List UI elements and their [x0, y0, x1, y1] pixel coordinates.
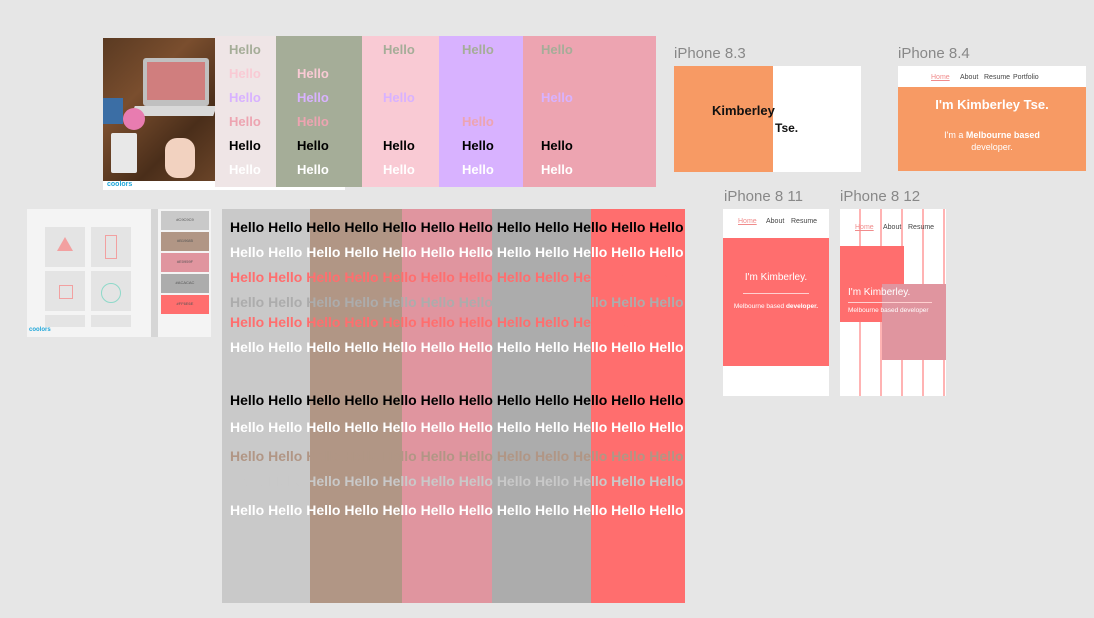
hero-subline: I'm a Melbourne based developer. — [944, 130, 1040, 152]
palette-hello-text: Hello — [462, 138, 494, 153]
swatch-taupe — [310, 209, 402, 603]
palette-row-text: Hello Hello Hello Hello Hello Hello Hell… — [230, 502, 684, 518]
nav-about[interactable]: About — [960, 74, 979, 81]
palette-row-text: Hello Hello Hello Hello Hello Hello Hell… — [230, 314, 684, 330]
palette-row-text: Hello Hello Hello Hello Hello Hello Hell… — [230, 473, 684, 489]
palette-hello-text: Hello — [462, 42, 494, 57]
name-first: Kimberley — [712, 103, 775, 118]
palette-hello-text: Hello — [541, 138, 573, 153]
swatch-1 — [215, 36, 276, 187]
swatch-4 — [439, 36, 523, 187]
palette-top: Hello Hello Hello Hello Hello Hello Hello Hello… — [215, 36, 656, 187]
export-swatch-hex: #B19685 — [176, 238, 193, 243]
export-swatch: #ACACAC — [161, 274, 209, 293]
swatch-5 — [523, 36, 656, 187]
circle-icon — [101, 283, 121, 303]
hero-headline: I'm Kimberley Tse. — [935, 97, 1049, 112]
palette-hello-text: Hello — [229, 162, 261, 177]
coolors-logo-small: coolors — [29, 327, 51, 333]
palette-hello-text: Hello — [541, 90, 573, 105]
workspace-photo — [103, 38, 215, 181]
coolors-export-preview: #C9C9C9 #B19685 #E0959F #ACACAC #FF6E6E cool… — [27, 209, 211, 337]
nav-resume-11[interactable]: Resume — [791, 218, 818, 225]
sidebar-divider — [151, 209, 158, 337]
palette-bottom: Hello Hello Hello Hello Hello Hello Hell… — [222, 209, 685, 603]
hero-sub-11: Melbourne based developer. — [733, 303, 819, 310]
swatch-gray — [222, 209, 310, 603]
frame-label-8-3: iPhone 8.3 — [674, 45, 746, 62]
export-swatch-hex: #ACACAC — [175, 280, 195, 285]
palette-row-text: Hello Hello Hello Hello Hello Hello Hell… — [230, 269, 684, 285]
nav-portfolio[interactable]: Portfolio — [1013, 74, 1039, 81]
hero-headline-12: I'm Kimberley. — [848, 287, 911, 298]
palette-hello-text: Hello — [297, 114, 329, 129]
name-last: Tse. — [775, 121, 799, 135]
hero-divider-11 — [743, 293, 809, 294]
triangle-icon — [57, 237, 73, 251]
export-swatch-hex: #C9C9C9 — [176, 217, 194, 222]
frame-label-8-11: iPhone 8 11 — [724, 188, 803, 205]
frame-label-8-12: iPhone 8 12 — [840, 188, 921, 205]
nav-resume-12[interactable]: Resume — [908, 224, 935, 231]
palette-row-text: Hello Hello Hello Hello Hello Hello Hell… — [230, 448, 684, 464]
hero-headline-11: I'm Kimberley. — [744, 272, 808, 283]
palette-hello-text: Hello — [383, 42, 415, 57]
palette-hello-text: Hello — [229, 90, 261, 105]
nav-home-12[interactable]: Home — [855, 224, 874, 231]
iphone-8-4-frame: Home About Resume Portfolio I'm Kimberle… — [898, 66, 1086, 171]
nav-about-11[interactable]: About — [766, 218, 785, 225]
palette-hello-text: Hello — [383, 162, 415, 177]
palette-hello-text: Hello — [297, 162, 329, 177]
palette-hello-text: Hello — [229, 66, 261, 81]
export-swatch-hex: #FF6E6E — [176, 301, 194, 306]
nav-84: Home About Resume Portfolio — [898, 66, 1086, 87]
palette-row-text: Hello Hello Hello Hello Hello Hello Hell… — [230, 419, 684, 435]
palette-hello-text: Hello — [541, 42, 573, 57]
iphone-8-11-frame: Home About Resume I'm Kimberley. Melbour… — [723, 209, 829, 396]
palette-hello-text: Hello — [462, 114, 494, 129]
iphone-8-12-frame: Home About Resume I'm Kimberley. Melbour… — [840, 209, 946, 396]
swatch-coral — [591, 209, 685, 603]
palette-hello-text: Hello — [297, 66, 329, 81]
palette-row-text: Hello Hello Hello Hello Hello Hello Hell… — [230, 219, 684, 235]
palette-hello-text: Hello — [229, 114, 261, 129]
palette-hello-text: Hello — [383, 90, 415, 105]
swatch-3 — [362, 36, 439, 187]
palette-hello-text: Hello — [297, 138, 329, 153]
orange-block — [674, 66, 773, 172]
palette-row-text: Hello Hello Hello Hello Hello Hello Hell… — [230, 339, 684, 355]
export-swatch-hex: #E0959F — [176, 259, 194, 264]
export-swatch: #E0959F — [161, 253, 209, 272]
palette-hello-text: Hello — [229, 138, 261, 153]
palette-row-text: Hello Hello Hello Hello Hello Hello Hell… — [230, 294, 684, 310]
hero-12-overlay — [882, 284, 946, 360]
export-swatch: #C9C9C9 — [161, 211, 209, 230]
swatch-2 — [276, 36, 362, 187]
hero-sub-12: Melbourne based developer — [848, 307, 929, 314]
swatch-pink — [402, 209, 492, 603]
hero-11: I'm Kimberley. Melbourne based developer… — [723, 238, 829, 366]
frame-icon — [105, 235, 117, 259]
nav-home-11[interactable]: Home — [738, 218, 757, 225]
palette-hello-text: Hello — [297, 90, 329, 105]
export-swatch: #FF6E6E — [161, 295, 209, 314]
hero-84: I'm Kimberley Tse. I'm a Melbourne based… — [898, 87, 1086, 171]
frame-label-8-4: iPhone 8.4 — [898, 45, 970, 62]
palette-row-text: Hello Hello Hello Hello Hello Hello Hell… — [230, 392, 684, 408]
hero-divider-12 — [848, 302, 932, 303]
nav-home[interactable]: Home — [931, 74, 950, 81]
square-icon — [59, 285, 73, 299]
coolors-logo: coolors — [107, 181, 133, 188]
palette-hello-text: Hello — [229, 42, 261, 57]
export-swatch: #B19685 — [161, 232, 209, 251]
swatch-silver — [492, 209, 591, 603]
iphone-8-3-frame: Kimberley Tse. — [674, 66, 861, 172]
nav-about-12[interactable]: About — [883, 224, 902, 231]
nav-resume[interactable]: Resume — [984, 74, 1011, 81]
palette-hello-text: Hello — [462, 162, 494, 177]
palette-row-text: Hello Hello Hello Hello Hello Hello Hell… — [230, 244, 684, 260]
palette-hello-text: Hello — [383, 138, 415, 153]
palette-hello-text: Hello — [541, 162, 573, 177]
